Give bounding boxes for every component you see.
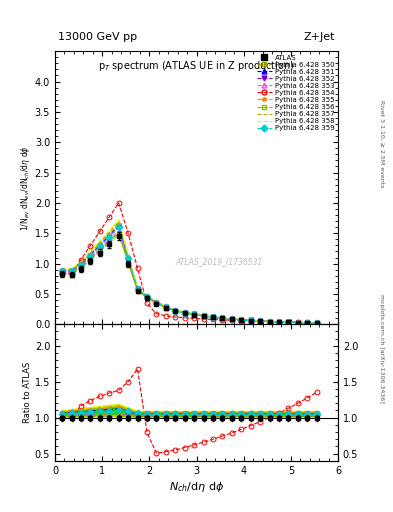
Text: p$_T$ spectrum (ATLAS UE in Z production): p$_T$ spectrum (ATLAS UE in Z production… — [98, 59, 295, 73]
Text: Z+Jet: Z+Jet — [304, 32, 335, 41]
Text: 13000 GeV pp: 13000 GeV pp — [58, 32, 137, 41]
Y-axis label: 1/N$_{ev}$ dN$_{ev}$/dN$_{ch}$/d$\eta$ d$\phi$: 1/N$_{ev}$ dN$_{ev}$/dN$_{ch}$/d$\eta$ d… — [19, 145, 32, 230]
Legend: ATLAS, Pythia 6.428 350, Pythia 6.428 351, Pythia 6.428 352, Pythia 6.428 353, P: ATLAS, Pythia 6.428 350, Pythia 6.428 35… — [255, 53, 336, 133]
Y-axis label: Ratio to ATLAS: Ratio to ATLAS — [23, 362, 32, 423]
Text: Rivet 3.1.10, ≥ 2.5M events: Rivet 3.1.10, ≥ 2.5M events — [379, 100, 384, 187]
Text: ATLAS_2019_I1736531: ATLAS_2019_I1736531 — [175, 257, 263, 266]
X-axis label: $N_{ch}$/d$\eta$ d$\phi$: $N_{ch}$/d$\eta$ d$\phi$ — [169, 480, 224, 494]
Text: mcplots.cern.ch [arXiv:1306.3436]: mcplots.cern.ch [arXiv:1306.3436] — [379, 294, 384, 402]
